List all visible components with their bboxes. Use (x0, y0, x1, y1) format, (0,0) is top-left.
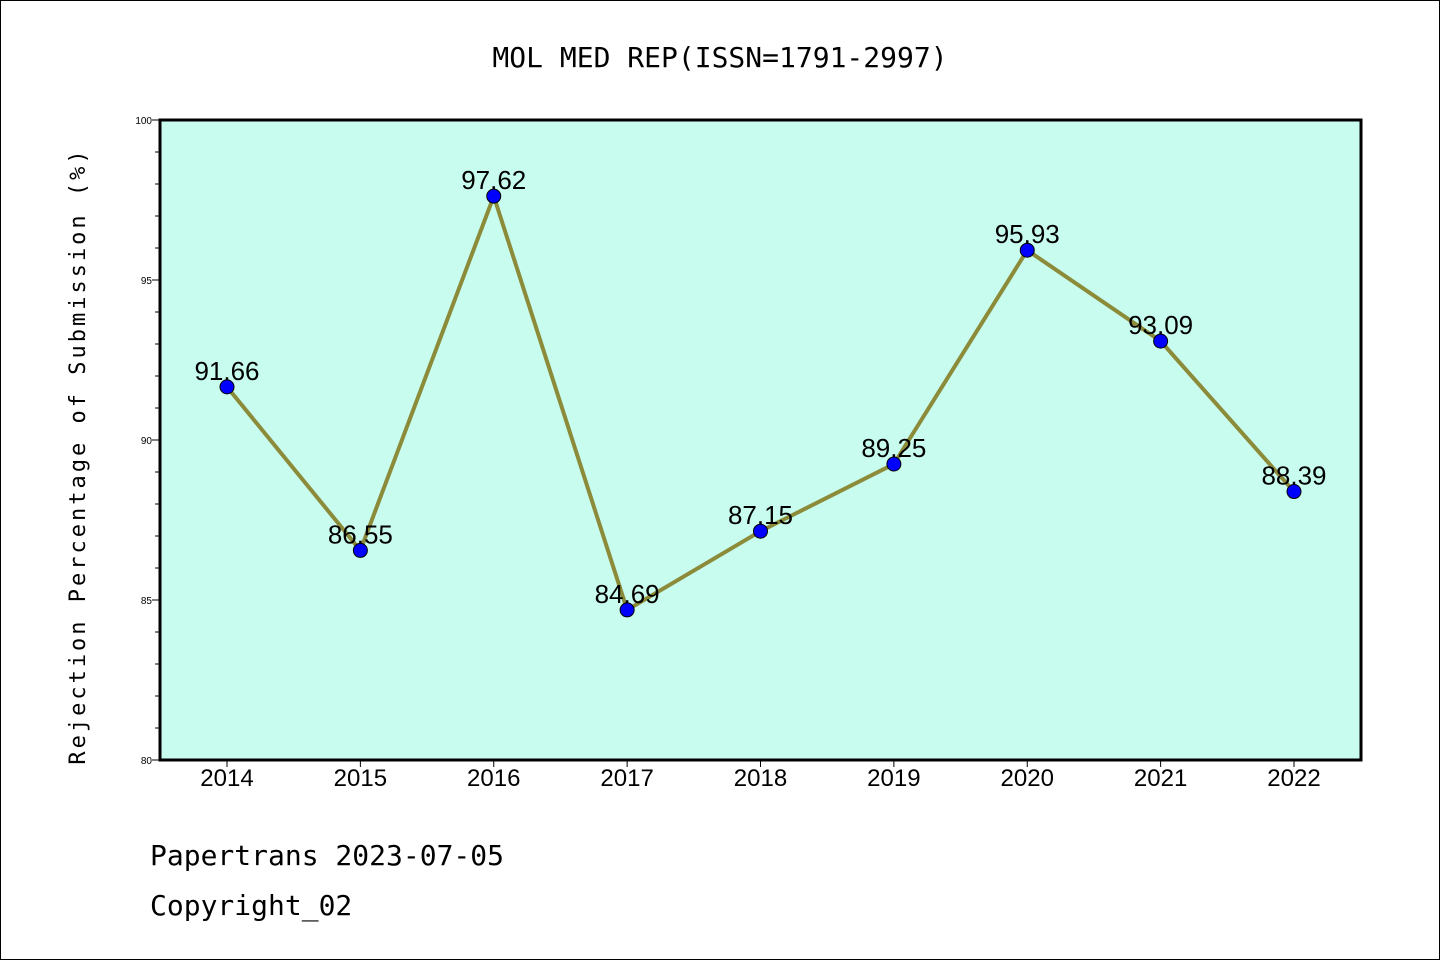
x-tick-label: 2021 (1134, 765, 1187, 792)
x-tick-label: 2019 (867, 765, 920, 792)
data-label: 97.62 (461, 165, 526, 195)
data-point-marker (486, 188, 502, 204)
x-tick-label: 2016 (467, 765, 520, 792)
data-point-marker (619, 602, 635, 618)
footer-copyright: Copyright_02 (150, 889, 352, 923)
data-point-marker (1153, 333, 1169, 349)
data-point-marker (352, 542, 368, 558)
data-labels-group: 91.66 86.55 97.62 84.69 87.15 89.25 95.93 93.09… (194, 165, 1326, 609)
plot-area (158, 118, 1363, 762)
y-tick-label: 80 (141, 756, 153, 767)
data-label: 84.69 (595, 579, 660, 609)
y-axis: 80 85 90 95 100 (135, 116, 160, 767)
data-point-marker (753, 523, 768, 539)
data-label: 91.66 (194, 356, 259, 386)
x-tick-label: 2017 (600, 765, 653, 792)
data-label: 88.39 (1261, 461, 1326, 491)
x-tick-label: 2018 (734, 765, 787, 792)
data-point-marker (219, 379, 235, 395)
y-tick-label: 100 (135, 116, 152, 127)
y-tick-label: 90 (141, 436, 153, 447)
x-tick-label: 2014 (200, 765, 253, 792)
x-axis: 2014 2015 2016 2017 2018 2019 2020 2021 2022 (200, 760, 1321, 792)
x-tick-label: 2020 (1001, 765, 1054, 792)
data-point-marker (1019, 242, 1035, 258)
y-tick-label: 95 (141, 276, 153, 287)
data-label: 87.15 (728, 500, 793, 530)
y-axis-label: Rejection Percentage of Submission (%) (66, 147, 91, 764)
data-label: 89.25 (861, 433, 926, 463)
chart-title: MOL MED REP(ISSN=1791-2997) (492, 41, 947, 74)
data-label: 93.09 (1128, 310, 1193, 340)
data-point-marker (886, 456, 902, 472)
y-tick-label: 85 (141, 596, 153, 607)
markers-group (219, 188, 1302, 618)
footer-date: Papertrans 2023-07-05 (150, 839, 504, 872)
data-label: 95.93 (995, 219, 1060, 249)
x-tick-label: 2022 (1267, 765, 1320, 792)
x-tick-label: 2015 (334, 765, 387, 792)
data-label: 86.55 (328, 519, 393, 549)
data-point-marker (1286, 484, 1302, 500)
